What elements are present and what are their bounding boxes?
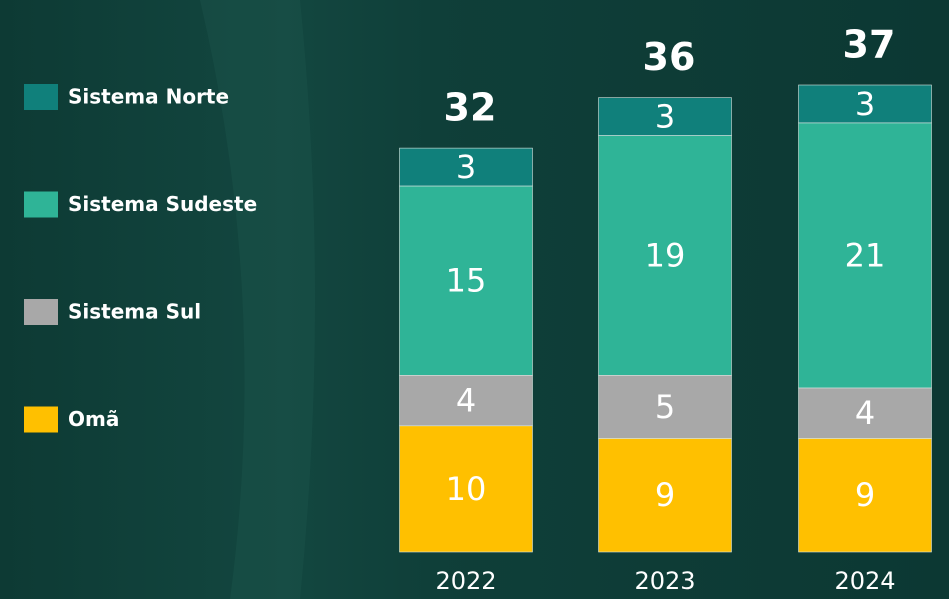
data-label: 10 [446, 470, 487, 508]
legend-swatch [24, 84, 58, 110]
x-tick-label: 2022 [435, 567, 496, 595]
data-label: 3 [855, 85, 875, 123]
legend-label: Sistema Norte [68, 85, 229, 109]
data-label: 4 [456, 382, 476, 420]
total-label: 36 [643, 35, 696, 79]
data-label: 3 [655, 98, 675, 136]
data-label: 15 [446, 262, 487, 300]
legend-swatch [24, 192, 58, 218]
legend-label: Sistema Sul [68, 300, 201, 324]
legend-swatch [24, 407, 58, 433]
data-label: 21 [845, 236, 886, 274]
total-label: 37 [843, 23, 896, 67]
legend-swatch [24, 299, 58, 325]
chart: Omã Sistema Sul Sistema Sudeste Sistema Nor… [0, 0, 949, 599]
data-label: 9 [655, 476, 675, 514]
data-label: 3 [456, 148, 476, 186]
legend-label: Sistema Sudeste [68, 192, 257, 216]
data-label: 4 [855, 394, 875, 432]
data-label: 19 [645, 236, 686, 274]
x-tick-label: 2023 [634, 567, 695, 595]
total-label: 32 [444, 86, 497, 130]
data-label: 9 [855, 476, 875, 514]
x-tick-label: 2024 [834, 567, 895, 595]
data-label: 5 [655, 388, 675, 426]
legend-label: Omã [68, 407, 119, 431]
